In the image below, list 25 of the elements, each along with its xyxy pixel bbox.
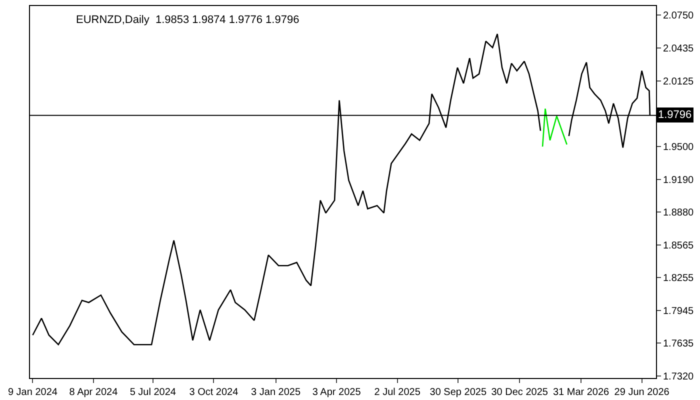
y-tick-label: 1.9190 [663,174,694,186]
y-tick-label: 1.8565 [663,240,694,252]
line-series [542,108,568,148]
x-tick-label: 8 Apr 2024 [69,387,118,398]
y-tick-label: 1.9500 [663,142,694,154]
y-tick-label: 1.8255 [663,273,694,284]
x-tick-label: 30 Dec 2025 [491,387,548,398]
x-tick-label: 5 Jul 2024 [130,387,176,398]
x-tick-label: 30 Sep 2025 [430,387,487,398]
y-tick-label: 2.0750 [663,10,694,22]
y-tick-label: 1.7320 [663,372,694,383]
ref-line-label: 1.9796 [658,109,692,121]
y-tick-label: 2.0125 [663,76,694,88]
x-tick-label: 29 Jun 2026 [614,387,670,398]
y-tick-label: 1.7945 [663,306,694,317]
x-tick-label: 3 Apr 2025 [312,387,362,398]
x-tick-label: 9 Jan 2024 [8,387,58,398]
y-tick-label: 1.8880 [663,207,694,218]
x-tick-label: 3 Oct 2024 [189,387,239,398]
y-tick-label: 2.0435 [663,44,694,55]
y-tick-label: 1.7635 [663,338,694,350]
x-tick-label: 31 Mar 2026 [552,387,610,398]
text: EURNZD,Daily 1.9853 1.9874 1.9776 1.9796 [76,14,300,26]
x-tick-label: 3 Jan 2025 [251,387,301,398]
x-tick-label: 2 Jul 2025 [374,387,421,398]
